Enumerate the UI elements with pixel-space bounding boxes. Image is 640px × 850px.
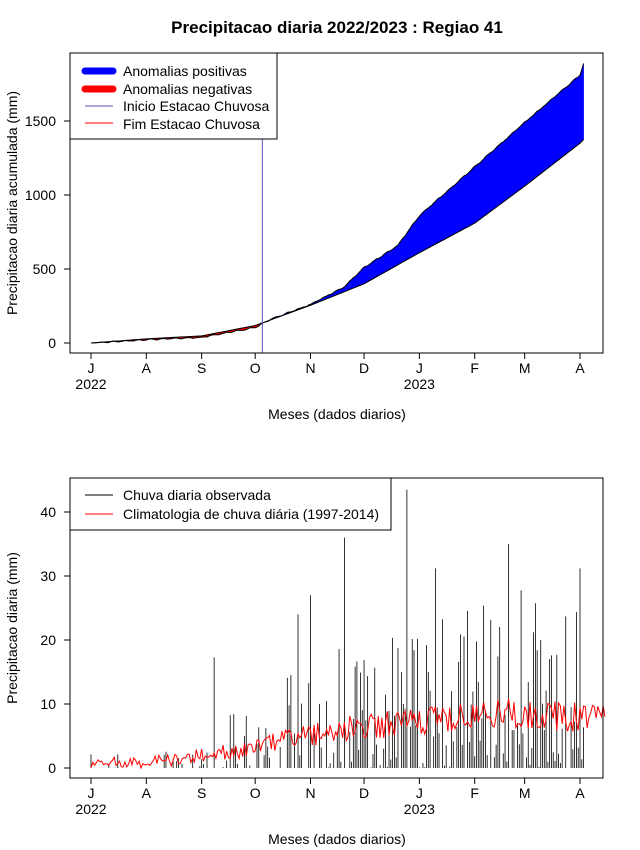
legend-box-bottom <box>69 477 392 531</box>
x-tick-label-bottom: J <box>88 785 95 801</box>
x-year-label-bottom: 2023 <box>404 801 435 817</box>
x-tick-label-bottom: F <box>470 785 479 801</box>
x-tick-label-bottom: S <box>197 785 206 801</box>
x-axis-bottom: J A S O N D J F M A 2022 2023 <box>75 777 585 817</box>
anomaly-positive-band <box>581 63 584 143</box>
climatology-line <box>90 698 606 770</box>
legend-label-positive: Anomalias positivas <box>123 63 247 79</box>
y-axis-label-top: Precipitacao diaria acumulada (mm) <box>4 91 20 315</box>
x-tick-label-top: J <box>88 360 95 376</box>
observed-cumulative-line <box>90 63 585 344</box>
y-tick-label-bottom: 10 <box>40 696 56 712</box>
x-year-label-top: 2022 <box>75 376 106 392</box>
bottom-panel: 0 10 20 30 40 J A S O N D J F M A 2022 2023 Meses (dado… <box>4 477 606 847</box>
y-tick-label-top: 1000 <box>25 187 56 203</box>
y-tick-label-bottom: 30 <box>40 568 56 584</box>
x-tick-label-top: M <box>519 360 531 376</box>
y-axis-bottom: 0 10 20 30 40 <box>40 504 71 776</box>
observed-daily-bars <box>90 489 584 768</box>
y-tick-label-top: 0 <box>48 335 56 351</box>
x-tick-label-bottom: J <box>416 785 423 801</box>
x-axis-label-top: Meses (dados diarios) <box>268 406 406 422</box>
y-tick-label-bottom: 20 <box>40 632 56 648</box>
x-year-label-top: 2023 <box>404 376 435 392</box>
x-year-label-bottom: 2022 <box>75 801 106 817</box>
x-tick-label-top: D <box>359 360 369 376</box>
x-tick-label-top: S <box>197 360 206 376</box>
chart-title: Precipitacao diaria 2022/2023 : Regiao 4… <box>171 18 503 37</box>
x-axis-top: J A S O N D J F M A 2022 2023 <box>75 352 585 392</box>
legend-label-negative: Anomalias negativas <box>123 81 252 97</box>
legend-label-onset: Inicio Estacao Chuvosa <box>123 98 270 114</box>
cumulative-lines <box>90 63 585 344</box>
x-tick-label-bottom: A <box>575 785 585 801</box>
x-axis-label-bottom: Meses (dados diarios) <box>268 831 406 847</box>
legend-label-climatology: Climatologia de chuva diária (1997-2014) <box>123 506 379 522</box>
x-tick-label-top: A <box>575 360 585 376</box>
legend-label-end: Fim Estacao Chuvosa <box>123 116 260 132</box>
legend-label-observed: Chuva diaria observada <box>123 487 271 503</box>
climatology-cumulative-line <box>90 139 584 344</box>
y-axis-label-bottom: Precipitacao diaria (mm) <box>4 552 20 704</box>
x-tick-label-bottom: O <box>250 785 261 801</box>
y-tick-label-bottom: 40 <box>40 504 56 520</box>
y-tick-label-top: 500 <box>33 261 57 277</box>
x-tick-label-top: J <box>416 360 423 376</box>
y-tick-label-top: 1500 <box>25 113 56 129</box>
y-axis-top: 0 500 1000 1500 <box>25 113 71 351</box>
x-tick-label-bottom: M <box>519 785 531 801</box>
x-tick-label-top: A <box>142 360 152 376</box>
x-tick-label-top: F <box>470 360 479 376</box>
legend-bottom: Chuva diaria observada Climatologia de c… <box>69 477 392 531</box>
x-tick-label-bottom: D <box>359 785 369 801</box>
x-tick-label-top: N <box>305 360 315 376</box>
y-tick-label-bottom: 0 <box>48 760 56 776</box>
x-tick-label-bottom: A <box>142 785 152 801</box>
x-tick-label-top: O <box>250 360 261 376</box>
top-panel: 0 500 1000 1500 J A S O N D J F M A 2022 2023 Meses (d… <box>4 52 604 422</box>
legend-top: Anomalias positivas Anomalias negativas … <box>69 52 278 140</box>
x-tick-label-bottom: N <box>305 785 315 801</box>
legend-box-top <box>69 52 278 140</box>
